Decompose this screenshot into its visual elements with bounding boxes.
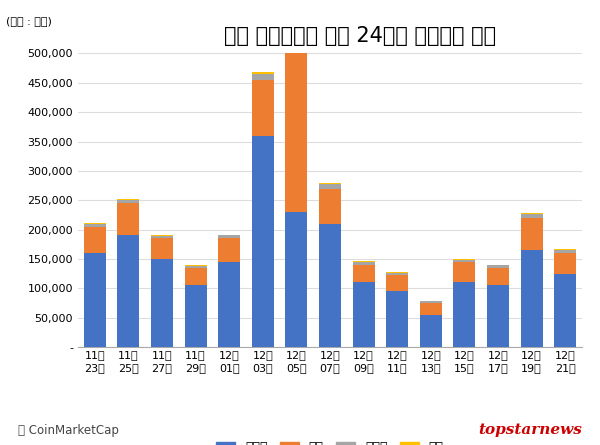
Text: Ⓜ CoinMarketCap: Ⓜ CoinMarketCap (18, 424, 119, 437)
Bar (252, 72, 274, 74)
Bar (218, 235, 240, 239)
Text: (단위 : 억원): (단위 : 억원) (6, 16, 52, 25)
Bar (286, 43, 307, 48)
Bar (84, 224, 106, 227)
Bar (487, 265, 509, 266)
Bar (84, 253, 106, 347)
Bar (218, 239, 240, 262)
Bar (521, 214, 542, 218)
Bar (252, 136, 274, 347)
Bar (554, 250, 576, 253)
Bar (386, 272, 408, 275)
Legend: 업비트, 빗썸, 코인원, 코빗: 업비트, 빗썸, 코인원, 코빗 (216, 441, 444, 445)
Bar (252, 74, 274, 80)
Bar (386, 275, 408, 291)
Bar (487, 266, 509, 268)
Bar (386, 271, 408, 272)
Bar (319, 189, 341, 224)
Bar (185, 268, 206, 285)
Bar (420, 303, 442, 315)
Bar (454, 283, 475, 347)
Bar (487, 285, 509, 347)
Bar (319, 182, 341, 184)
Text: topstarnews: topstarnews (478, 423, 582, 437)
Bar (420, 315, 442, 347)
Bar (151, 236, 173, 239)
Bar (151, 259, 173, 347)
Bar (353, 261, 374, 262)
Bar (118, 235, 139, 347)
Bar (353, 283, 374, 347)
Bar (353, 262, 374, 265)
Bar (218, 262, 240, 347)
Bar (118, 203, 139, 235)
Bar (353, 265, 374, 283)
Bar (319, 224, 341, 347)
Bar (319, 184, 341, 189)
Bar (454, 259, 475, 262)
Bar (521, 213, 542, 214)
Bar (185, 285, 206, 347)
Bar (554, 274, 576, 347)
Bar (286, 42, 307, 43)
Bar (554, 253, 576, 274)
Bar (521, 218, 542, 250)
Bar (84, 227, 106, 253)
Bar (521, 250, 542, 347)
Bar (118, 200, 139, 203)
Bar (286, 212, 307, 347)
Bar (151, 239, 173, 259)
Bar (487, 268, 509, 285)
Title: 국내 코인거래소 최근 24시간 거래금액 추이: 국내 코인거래소 최근 24시간 거래금액 추이 (224, 26, 496, 46)
Bar (286, 48, 307, 212)
Bar (151, 235, 173, 236)
Bar (185, 266, 206, 268)
Bar (118, 199, 139, 200)
Bar (554, 249, 576, 250)
Bar (84, 223, 106, 224)
Bar (386, 291, 408, 347)
Bar (420, 301, 442, 303)
Bar (454, 262, 475, 283)
Bar (252, 80, 274, 136)
